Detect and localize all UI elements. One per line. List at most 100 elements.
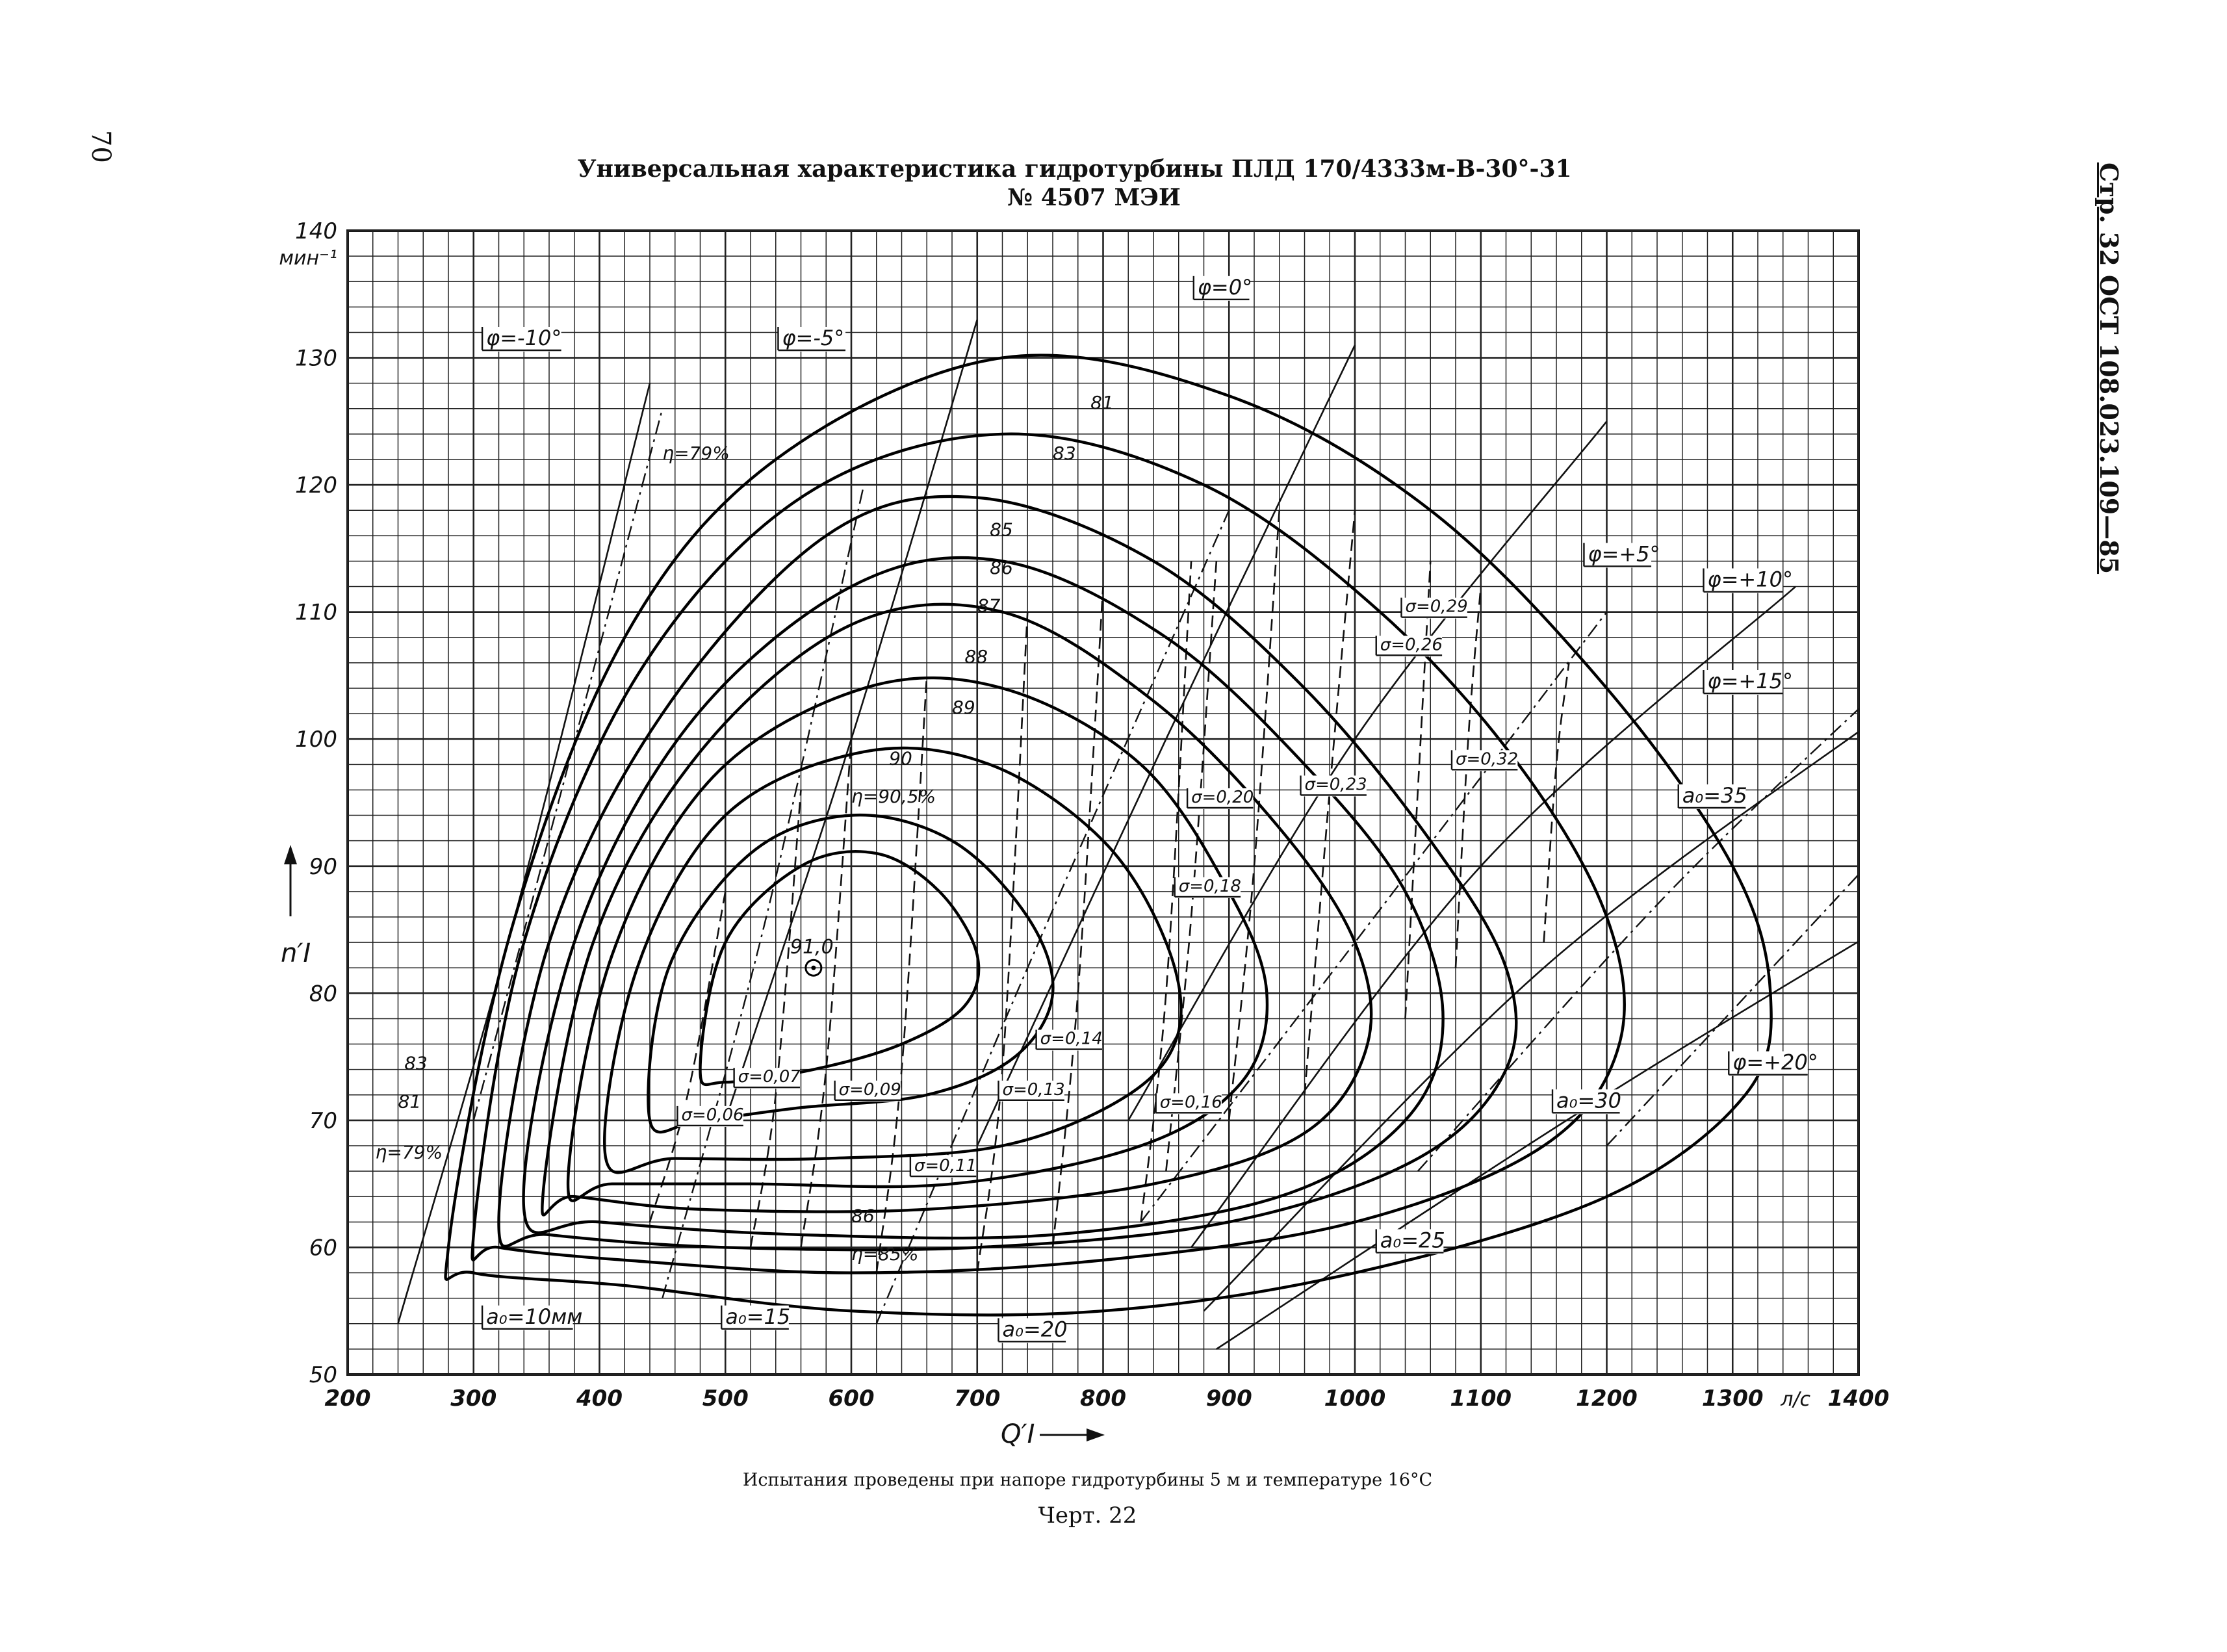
opening-label-1: a₀=15	[725, 1304, 790, 1329]
cavitation-lines	[649, 510, 1570, 1273]
sigma-line-0	[649, 891, 727, 1222]
efficiency-label-13: 81	[398, 1091, 422, 1112]
sigma-label-10: σ=0,26	[1380, 635, 1443, 654]
sigma-label-11: σ=0,29	[1406, 597, 1468, 617]
sigma-label-2: σ=0,09	[839, 1080, 901, 1100]
efficiency-label-1: 83	[1053, 443, 1076, 464]
series-labels: 81 83 85 86 87 88 89 90 η=90,5% η=79% η=85% 86 83 81 η…	[376, 275, 1818, 1343]
x-tick-label-8: 1000	[1324, 1386, 1386, 1412]
optimum-label: 91,0	[790, 936, 834, 959]
opening-line-2	[875, 510, 1230, 1324]
sigma-label-12-bg	[1452, 750, 1518, 771]
y-tick-label-7: 120	[295, 472, 337, 498]
x-tick-label-4: 600	[829, 1386, 875, 1412]
phi-label-5-bg	[1703, 670, 1783, 695]
phi-label-6-bg	[1729, 1051, 1808, 1076]
x-tick-label-6: 800	[1080, 1386, 1126, 1412]
y-axis-label: n′I	[281, 938, 311, 968]
phi-label-0-bg	[482, 327, 561, 352]
phi-label-2-bg	[1193, 276, 1250, 301]
sigma-label-10-bg	[1376, 636, 1443, 657]
sigma-label-1-bg	[734, 1068, 800, 1089]
opening-line-1	[662, 484, 865, 1298]
sigma-label-6: σ=0,16	[1160, 1092, 1222, 1112]
x-axis-label: Q′I	[1001, 1419, 1035, 1449]
phi-line-2	[976, 344, 1356, 1146]
blade-angle-lines	[397, 319, 1859, 1350]
y-axis-arrow-head	[284, 845, 297, 864]
sigma-label-2-bg	[834, 1080, 901, 1102]
sigma-line-8	[1228, 510, 1281, 1121]
sigma-label-7-bg	[1174, 877, 1241, 898]
y-tick-label-0: 50	[309, 1362, 337, 1388]
efficiency-label-10: η=85%	[851, 1243, 918, 1265]
sigma-label-8-bg	[1187, 788, 1254, 809]
sigma-label-9: σ=0,23	[1305, 775, 1367, 794]
y-tick-label-5: 100	[295, 727, 337, 753]
x-tick-label-7: 900	[1206, 1386, 1252, 1412]
opening-label-4: a₀=30	[1556, 1088, 1621, 1113]
opening-label-5: a₀=35	[1682, 783, 1747, 808]
efficiency-label-12: 83	[404, 1053, 428, 1074]
x-axis-arrow-head	[1087, 1428, 1105, 1441]
phi-line-1	[725, 319, 978, 1121]
sigma-label-5: σ=0,14	[1040, 1029, 1103, 1049]
sigma-label-7: σ=0,18	[1179, 877, 1241, 896]
optimum-marker	[805, 959, 823, 977]
efficiency-label-4: 87	[977, 595, 1001, 617]
efficiency-label-2: 85	[990, 519, 1013, 540]
phi-label-0: φ=-10°	[486, 326, 561, 350]
efficiency-label-14: η=79%	[376, 1142, 443, 1163]
phi-line-5	[1203, 730, 1859, 1312]
efficiency-contour-6	[603, 746, 1183, 1174]
sigma-label-4: σ=0,13	[1003, 1080, 1065, 1100]
opening-label-2: a₀=20	[1003, 1317, 1068, 1341]
opening-label-5-bg	[1678, 784, 1746, 809]
efficiency-contours	[444, 354, 1773, 1317]
chart-title-line2: № 4507 МЭИ	[1007, 184, 1181, 211]
sigma-label-0-bg	[677, 1105, 743, 1127]
efficiency-label-6: 89	[952, 697, 975, 718]
y-tick-label-3: 80	[309, 981, 337, 1007]
opening-line-5	[1606, 873, 1859, 1146]
sigma-label-12: σ=0,32	[1456, 749, 1518, 769]
phi-label-2: φ=0°	[1198, 275, 1252, 300]
sigma-label-9-bg	[1300, 775, 1367, 797]
x-tick-label-5: 700	[954, 1386, 1000, 1412]
phi-label-1: φ=-5°	[782, 326, 844, 350]
efficiency-label-5: 88	[964, 646, 988, 667]
chart-title-line1: Универсальная характеристика гидротурбин…	[577, 155, 1572, 183]
y-tick-label-1: 60	[309, 1235, 337, 1261]
efficiency-contour-7	[647, 813, 1055, 1134]
phi-label-3-bg	[1584, 543, 1652, 568]
axes: 200 300 400 500 600 700 800 900 1000 1100 1200 1300…	[279, 218, 1889, 1449]
efficiency-label-3: 86	[990, 557, 1013, 578]
opening-label-3: a₀=25	[1380, 1228, 1445, 1252]
opening-label-0-bg	[482, 1305, 573, 1330]
sigma-line-2	[800, 739, 853, 1248]
sigma-label-5-bg	[1036, 1029, 1102, 1051]
sigma-line-1	[749, 790, 802, 1248]
y-tick-label-6: 110	[295, 600, 337, 626]
phi-label-1-bg	[778, 327, 846, 352]
sigma-label-11-bg	[1401, 597, 1467, 619]
sigma-label-6-bg	[1155, 1093, 1222, 1115]
sigma-label-0: σ=0,06	[681, 1105, 743, 1125]
opening-line-0	[472, 408, 663, 1121]
opening-line-4	[1417, 708, 1859, 1172]
x-unit-label: л/с	[1780, 1388, 1810, 1411]
y-tick-label-2: 70	[309, 1108, 337, 1134]
efficiency-label-9: η=79%	[662, 443, 729, 464]
opening-line-3	[1140, 611, 1608, 1223]
sigma-line-4	[976, 612, 1029, 1273]
x-tick-label-2: 400	[576, 1386, 623, 1412]
efficiency-contour-5	[566, 676, 1269, 1202]
phi-label-4-bg	[1703, 568, 1783, 593]
sigma-line-6	[1140, 561, 1192, 1222]
y-unit-label: мин⁻¹	[279, 247, 337, 270]
sigma-label-4-bg	[998, 1080, 1064, 1102]
opening-label-2-bg	[998, 1318, 1066, 1343]
sigma-line-5	[1051, 586, 1104, 1248]
efficiency-label-7: 90	[889, 747, 912, 769]
